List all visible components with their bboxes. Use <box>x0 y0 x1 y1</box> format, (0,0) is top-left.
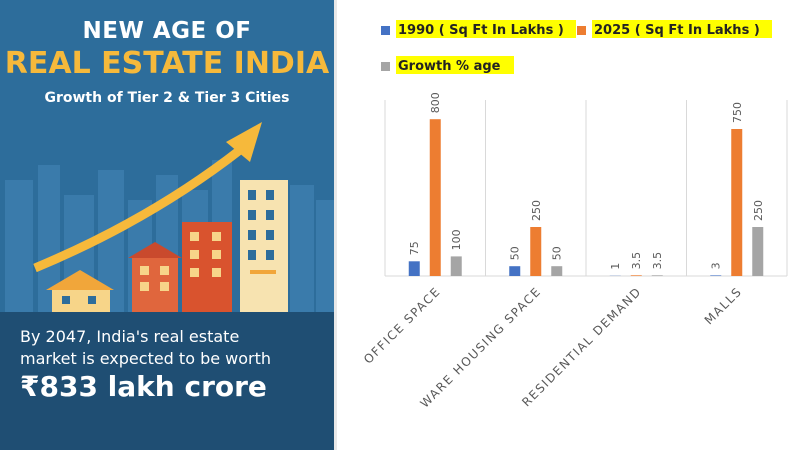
small-house <box>46 270 114 312</box>
chart-bars <box>408 119 764 276</box>
bar-value-label: 750 <box>731 102 744 123</box>
legend-label: 2025 ( Sq Ft In Lakhs ) <box>594 23 760 38</box>
chart-data-labels: 75 800 100 50 250 50 1 3.5 3.5 3 750 250 <box>408 92 765 270</box>
category-label: WARE HOUSING SPACE <box>418 284 544 410</box>
infographic-panel: NEW AGE OF REAL ESTATE INDIA Growth of T… <box>0 0 334 450</box>
tower-building <box>240 180 288 312</box>
legend-swatch <box>381 62 390 71</box>
bar-value-label: 75 <box>408 241 421 255</box>
infographic-title-line2: REAL ESTATE INDIA <box>4 46 330 81</box>
infographic-footer-line2: market is expected to be worth <box>20 349 272 368</box>
bar-value-label: 800 <box>429 92 442 113</box>
infographic-title-line1: NEW AGE OF <box>82 18 252 44</box>
infographic-footer-line1: By 2047, India's real estate <box>20 327 240 346</box>
infographic-footer-band <box>0 312 334 450</box>
bar <box>710 275 722 276</box>
bar-value-label: 50 <box>551 246 564 260</box>
mid-building <box>128 242 182 312</box>
legend-highlight <box>396 56 514 74</box>
bar-value-label: 250 <box>752 200 765 221</box>
bar <box>731 129 743 276</box>
bar <box>651 275 663 276</box>
legend-highlight <box>396 20 576 38</box>
bar <box>509 266 521 276</box>
legend-label: Growth % age <box>398 59 501 74</box>
bar <box>752 227 764 276</box>
category-label: MALLS <box>702 284 745 327</box>
tall-building <box>182 222 232 312</box>
bar <box>408 261 420 276</box>
infographic-footer-value: ₹833 lakh crore <box>20 370 267 403</box>
legend-swatch <box>381 26 390 35</box>
growth-arrow-head <box>226 122 262 162</box>
bar-value-label: 100 <box>450 229 463 250</box>
bar <box>530 227 542 276</box>
bar <box>450 256 462 276</box>
bar <box>630 275 642 276</box>
bar <box>429 119 441 276</box>
bar-chart: 1990 ( Sq Ft In Lakhs ) 2025 ( Sq Ft In L… <box>361 20 788 411</box>
category-label: RESIDENTIAL DEMAND <box>519 284 644 409</box>
bar <box>551 266 563 276</box>
category-label: OFFICE SPACE <box>361 284 443 366</box>
bar-value-label: 3.5 <box>630 252 643 270</box>
bar-value-label: 3.5 <box>651 252 664 270</box>
chart-legend: 1990 ( Sq Ft In Lakhs ) 2025 ( Sq Ft In L… <box>381 20 772 74</box>
bar-value-label: 1 <box>609 263 622 270</box>
chart-category-separators <box>384 100 788 277</box>
infographic-subtitle: Growth of Tier 2 & Tier 3 Cities <box>44 90 290 106</box>
skyline-illustration <box>5 122 334 312</box>
panel-divider <box>334 0 337 450</box>
legend-label: 1990 ( Sq Ft In Lakhs ) <box>398 23 564 38</box>
legend-highlight <box>592 20 772 38</box>
bar-value-label: 250 <box>530 200 543 221</box>
bar-value-label: 3 <box>710 262 723 269</box>
bar-value-label: 50 <box>509 246 522 260</box>
growth-arrow-line <box>33 146 243 273</box>
legend-swatch <box>577 26 586 35</box>
